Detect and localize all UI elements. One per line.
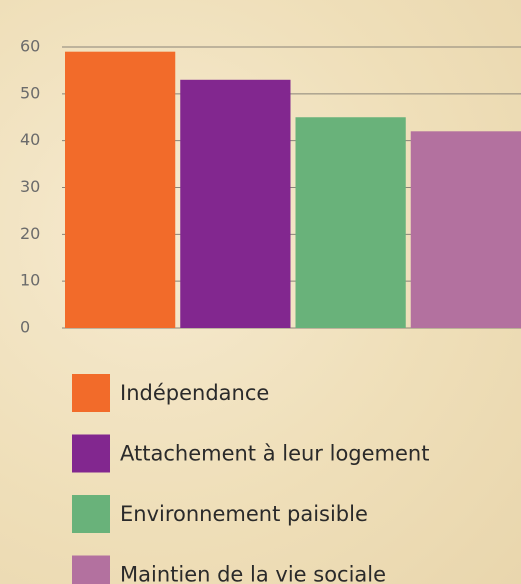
legend-swatch bbox=[72, 374, 110, 412]
bar bbox=[410, 131, 521, 328]
bar bbox=[295, 117, 406, 328]
legend-swatch bbox=[72, 555, 110, 584]
legend-label: Indépendance bbox=[120, 381, 269, 405]
y-tick-label: 60 bbox=[20, 37, 40, 56]
y-tick-label: 40 bbox=[20, 130, 40, 149]
legend-swatch bbox=[72, 434, 110, 473]
legend-label: Attachement à leur logement bbox=[120, 442, 429, 466]
y-tick-label: 0 bbox=[20, 318, 30, 337]
legend-label: Environnement paisible bbox=[120, 502, 368, 526]
y-tick-label: 50 bbox=[20, 83, 40, 102]
bar bbox=[180, 79, 291, 329]
y-tick-label: 30 bbox=[20, 177, 40, 196]
y-tick-label: 10 bbox=[20, 271, 40, 290]
bar bbox=[65, 51, 176, 328]
legend-swatch bbox=[72, 495, 110, 533]
y-tick-label: 20 bbox=[20, 224, 40, 243]
legend-label: Maintien de la vie sociale bbox=[120, 563, 386, 584]
